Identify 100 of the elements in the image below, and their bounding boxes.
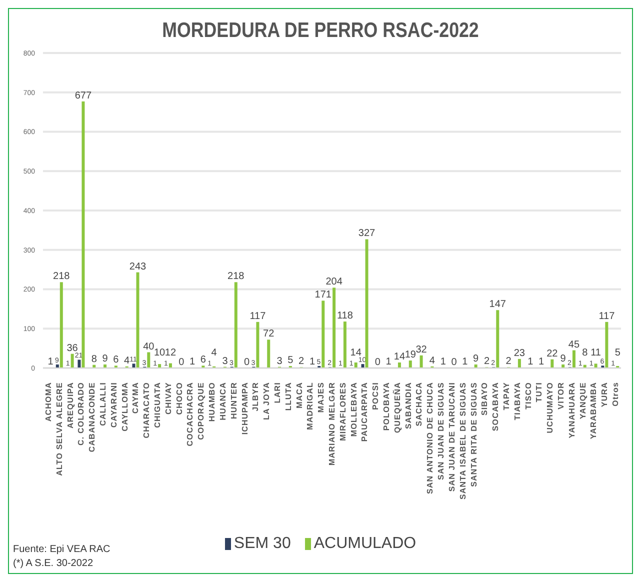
data-label: 2	[298, 356, 305, 368]
data-label: 72	[263, 328, 275, 340]
data-label: 0	[244, 357, 250, 368]
data-label: 22	[546, 348, 558, 360]
data-label: 147	[489, 299, 506, 310]
x-tick-label: YARABAMBA	[589, 382, 598, 440]
legend-label: ACUMULADO	[314, 535, 416, 553]
data-label: 2	[484, 356, 490, 368]
x-tick-label: SAN JUAN DE TARUCANI	[447, 382, 456, 492]
x-tick-label: SAN ANTONIO DE CHUCA	[426, 382, 435, 494]
x-tick-label: LLUTA	[284, 382, 293, 411]
data-label: 3	[276, 356, 283, 367]
data-label: 1	[189, 356, 196, 368]
data-label: 0	[178, 357, 185, 368]
x-tick-label: UCHUMAYO	[546, 382, 555, 434]
data-label: 0	[451, 357, 458, 368]
data-label: 6	[113, 354, 120, 366]
data-label: 4	[211, 348, 218, 359]
data-label: 32	[416, 344, 428, 356]
data-label: 243	[129, 261, 147, 272]
x-tick-label: JLBYR	[251, 382, 260, 412]
data-label: 40	[143, 341, 155, 352]
data-label: 4	[429, 355, 436, 366]
x-tick-label: ALTO SELVA ALEGRE	[54, 382, 64, 476]
x-tick-label: SIBAYO	[480, 382, 490, 416]
x-tick-label: CHARACATO	[142, 382, 152, 438]
source-note: Fuente: Epi VEA RAC	[13, 543, 110, 557]
data-label: 5	[614, 348, 621, 359]
x-tick-label: SANTA RITA DE SIGUAS	[469, 382, 478, 487]
x-tick-label: POLOBAYA	[382, 382, 392, 431]
x-tick-label: SAN JUAN DE SIGUAS	[436, 382, 446, 480]
x-tick-label: CHIGUATA	[153, 382, 162, 428]
x-tick-label: MIRAFLORES	[338, 382, 348, 441]
data-label: 1	[48, 356, 54, 368]
data-label: 8	[91, 354, 98, 365]
data-label: 5	[288, 355, 294, 366]
x-tick-label: CAYARANI	[109, 382, 118, 428]
x-tick-label: HUAMBO	[208, 382, 217, 422]
data-label: 218	[228, 271, 245, 282]
data-label: 14	[350, 348, 362, 359]
x-tick-label: MOLLEBAYA	[349, 382, 358, 437]
x-tick-label: CHIVAY	[164, 382, 173, 414]
data-label: 3	[222, 356, 228, 367]
x-tick-label: CAYMA	[131, 382, 140, 414]
x-tick-label: TISCO	[524, 382, 533, 410]
data-label: 171	[314, 290, 332, 301]
data-label: 45	[568, 339, 580, 350]
x-tick-label: CHOCO	[174, 382, 184, 415]
x-tick-label: LARI	[272, 382, 282, 404]
x-tick-label: SABANDIA	[404, 382, 413, 430]
x-tick-label: QUEQUEÑA	[392, 382, 402, 434]
data-label: 14	[394, 351, 406, 362]
data-label: 1	[462, 356, 468, 368]
x-tick-label: MAJES	[316, 382, 326, 413]
x-tick-label: CAYLLOMA	[120, 382, 130, 432]
data-label: 9	[102, 353, 108, 364]
data-label: 117	[250, 310, 266, 322]
data-label: 12	[164, 348, 176, 359]
x-tick-label: SOCABAYA	[491, 382, 500, 432]
x-tick-label: HUNTER	[229, 382, 238, 419]
data-label: 1	[386, 356, 392, 368]
data-label: 11	[590, 348, 602, 359]
data-label: 117	[598, 310, 616, 322]
x-tick-label: POCSI	[371, 382, 380, 410]
x-tick-label: C. COLORADO	[76, 382, 86, 446]
x-tick-label: PAUCARPATA	[360, 382, 370, 442]
x-tick-label: SANTA ISABEL DE SIGUAS	[458, 382, 468, 500]
x-tick-label: YANQUE	[578, 382, 588, 420]
x-tick-label: CABANACONDE	[88, 382, 97, 452]
data-label: 218	[53, 271, 70, 282]
x-tick-label: LA JOYA	[262, 382, 272, 420]
x-tick-label: VITOR	[556, 382, 566, 410]
data-label: 1	[538, 356, 544, 368]
text: (*) A S.E. 30-2022	[13, 557, 94, 571]
data-label: 1	[528, 356, 534, 368]
x-tick-label: TAPAY	[502, 382, 511, 410]
data-label: 9	[473, 353, 480, 364]
x-tick-label: TUTI	[534, 382, 544, 402]
x-tick-label: TIABAYA	[512, 382, 522, 420]
chart-title: MORDEDURA DE PERRO RSAC-2022	[161, 19, 480, 43]
x-tick-label: COCACHACRA	[186, 382, 195, 446]
data-label: 677	[74, 90, 92, 102]
x-tick-label: CALLALLI	[98, 382, 108, 426]
data-label: 0	[374, 357, 381, 368]
data-label: 204	[326, 276, 343, 288]
x-tick-label: MADRIGAL	[306, 382, 315, 430]
data-label: 1	[440, 356, 446, 368]
x-tick-label: YURA	[600, 382, 610, 408]
data-label: 4	[124, 355, 130, 366]
x-tick-label: ACHOMA	[44, 382, 53, 422]
x-tick-label: MACA	[294, 382, 304, 408]
data-label: 118	[336, 310, 354, 322]
x-tick-label: ICHUPAMPA	[240, 382, 250, 435]
data-label: 23	[514, 348, 526, 359]
data-label: 19	[404, 350, 416, 361]
data-label: 327	[358, 228, 376, 240]
x-tick-label: HUANCA	[218, 382, 228, 420]
x-tick-label: Otros	[611, 382, 620, 406]
data-label: 36	[66, 342, 78, 354]
data-label: 2	[506, 356, 512, 368]
